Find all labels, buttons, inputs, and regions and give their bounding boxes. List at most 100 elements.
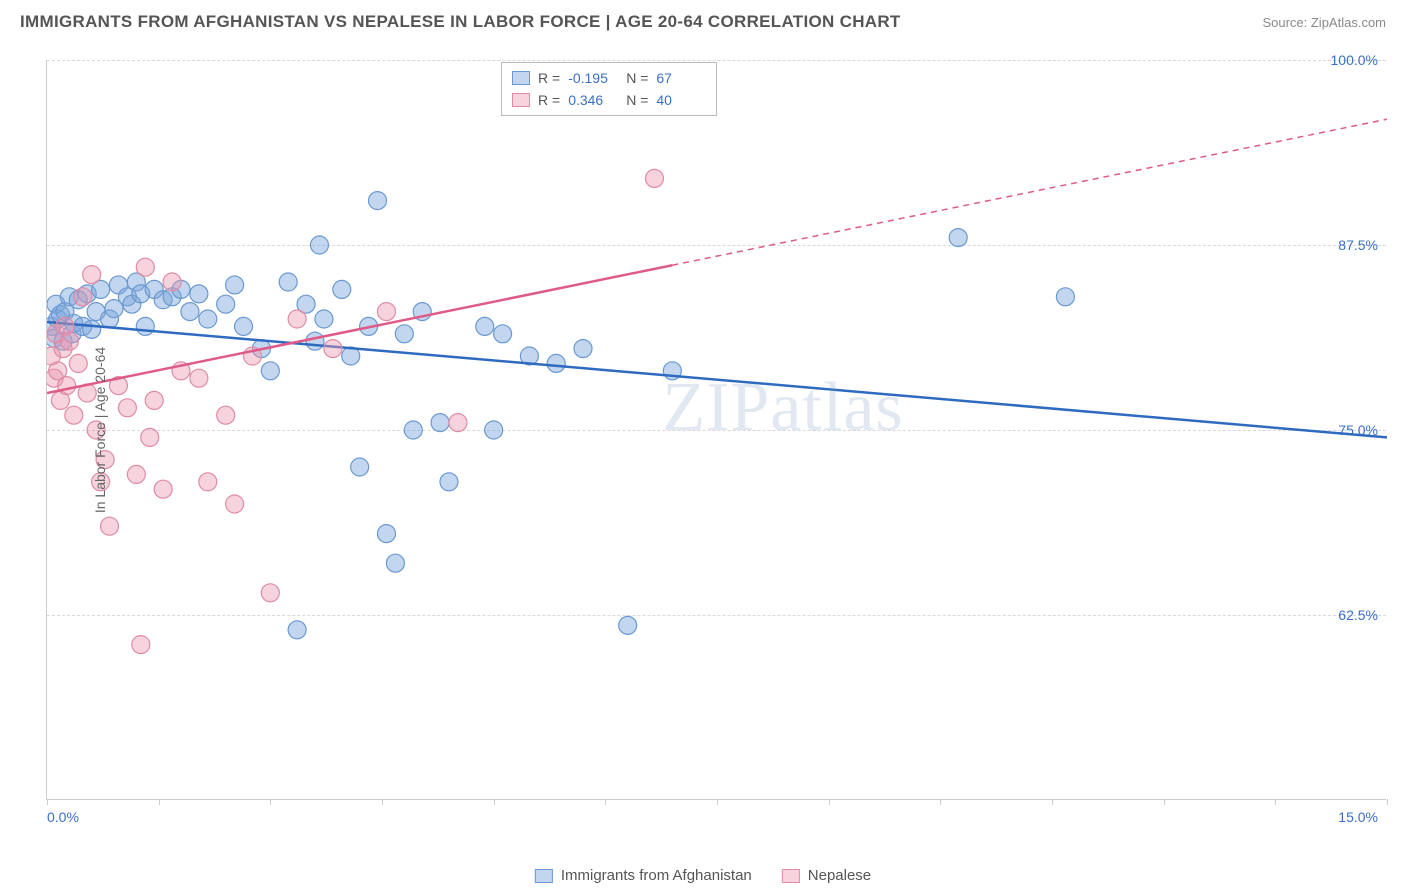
x-tick <box>940 799 941 805</box>
scatter-point <box>663 362 681 380</box>
scatter-point <box>49 362 67 380</box>
scatter-point <box>136 258 154 276</box>
scatter-point <box>494 325 512 343</box>
scatter-point <box>154 480 172 498</box>
scatter-point <box>49 310 67 328</box>
correlation-row-series-1: R = 0.346 N = 40 <box>512 89 706 111</box>
x-tick <box>717 799 718 805</box>
scatter-point <box>306 332 324 350</box>
n-label: N = <box>626 89 648 111</box>
scatter-point <box>60 332 78 350</box>
x-tick <box>270 799 271 805</box>
scatter-point <box>145 280 163 298</box>
scatter-point <box>101 517 119 535</box>
gridline <box>47 615 1386 616</box>
scatter-point <box>324 340 342 358</box>
scatter-point <box>154 291 172 309</box>
scatter-point <box>83 266 101 284</box>
scatter-point <box>132 636 150 654</box>
x-tick <box>1275 799 1276 805</box>
scatter-point <box>235 317 253 335</box>
scatter-point <box>386 554 404 572</box>
x-tick <box>829 799 830 805</box>
scatter-point <box>261 584 279 602</box>
scatter-point <box>315 310 333 328</box>
scatter-point <box>56 303 74 321</box>
scatter-point <box>118 399 136 417</box>
scatter-point <box>342 347 360 365</box>
scatter-point <box>574 340 592 358</box>
scatter-point <box>109 276 127 294</box>
y-tick-label: 100.0% <box>1331 52 1378 68</box>
scatter-point <box>243 347 261 365</box>
x-tick <box>1387 799 1388 805</box>
y-tick-label: 75.0% <box>1338 422 1378 438</box>
swatch-icon <box>535 869 553 883</box>
scatter-point <box>949 229 967 247</box>
scatter-point <box>136 317 154 335</box>
scatter-point <box>163 273 181 291</box>
scatter-point <box>190 369 208 387</box>
gridline <box>47 430 1386 431</box>
r-value-1: 0.346 <box>568 89 618 111</box>
y-axis-title: In Labor Force | Age 20-64 <box>92 346 108 512</box>
scatter-point <box>297 295 315 313</box>
scatter-point <box>47 329 63 347</box>
scatter-point <box>476 317 494 335</box>
scatter-point <box>252 340 270 358</box>
scatter-point <box>47 325 65 343</box>
scatter-point <box>132 285 150 303</box>
scatter-point <box>69 291 87 309</box>
scatter-point <box>1056 288 1074 306</box>
swatch-series-0 <box>512 71 530 85</box>
scatter-point <box>288 621 306 639</box>
swatch-icon <box>782 869 800 883</box>
scatter-point <box>69 354 87 372</box>
scatter-point <box>47 295 65 313</box>
x-tick <box>159 799 160 805</box>
scatter-point <box>333 280 351 298</box>
scatter-point <box>172 280 190 298</box>
n-value-1: 40 <box>656 89 706 111</box>
legend-label-1: Nepalese <box>808 867 871 884</box>
scatter-point <box>520 347 538 365</box>
scatter-point <box>54 340 72 358</box>
scatter-point <box>190 285 208 303</box>
scatter-point <box>123 295 141 313</box>
scatter-point <box>413 303 431 321</box>
scatter-point <box>619 616 637 634</box>
scatter-point <box>47 317 60 335</box>
scatter-point <box>645 169 663 187</box>
scatter-point <box>92 280 110 298</box>
scatter-point <box>56 317 74 335</box>
scatter-point <box>63 325 81 343</box>
scatter-point <box>199 473 217 491</box>
scatter-point <box>431 414 449 432</box>
scatter-point <box>217 295 235 313</box>
scatter-point <box>288 310 306 328</box>
scatter-point <box>172 362 190 380</box>
x-tick <box>1164 799 1165 805</box>
x-axis-max-label: 15.0% <box>1338 809 1378 825</box>
scatter-point <box>47 369 63 387</box>
gridline <box>47 245 1386 246</box>
x-tick <box>605 799 606 805</box>
correlation-row-series-0: R = -0.195 N = 67 <box>512 67 706 89</box>
trendline-dashed <box>672 119 1387 265</box>
trendline-solid <box>47 265 672 393</box>
r-label: R = <box>538 67 560 89</box>
scatter-point <box>54 332 72 350</box>
scatter-point <box>51 306 69 324</box>
gridline <box>47 60 1386 61</box>
series-legend: Immigrants from Afghanistan Nepalese <box>535 867 871 884</box>
swatch-series-1 <box>512 93 530 107</box>
scatter-point <box>105 300 123 318</box>
legend-item-0: Immigrants from Afghanistan <box>535 867 752 884</box>
scatter-point <box>145 391 163 409</box>
scatter-point <box>127 465 145 483</box>
plot-area: 62.5%75.0%87.5%100.0% In Labor Force | A… <box>46 60 1386 800</box>
legend-item-1: Nepalese <box>782 867 871 884</box>
scatter-point <box>226 276 244 294</box>
x-tick <box>382 799 383 805</box>
scatter-point <box>87 303 105 321</box>
